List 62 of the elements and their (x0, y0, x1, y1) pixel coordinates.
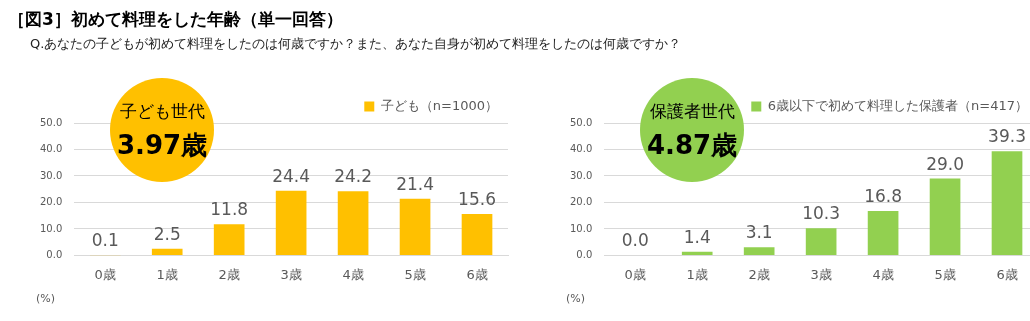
x-tick-label: 1歳 (686, 266, 708, 282)
bar (213, 224, 245, 255)
data-label: 11.8 (210, 199, 249, 220)
chart-title: ［図3］初めて料理をした年齢（単一回答） (8, 8, 343, 31)
data-label: 2.5 (153, 223, 181, 244)
y-tick-label: 20.0 (570, 196, 593, 208)
x-tick-label: 4歳 (342, 266, 364, 282)
x-tick-label: 4歳 (872, 266, 894, 282)
data-label: 0.1 (91, 230, 119, 251)
data-label: 3.1 (745, 222, 773, 243)
bar (991, 151, 1023, 255)
x-tick-label: 3歳 (280, 266, 302, 282)
bar (743, 247, 775, 255)
data-label: 10.3 (802, 203, 841, 224)
x-tick-label: 6歳 (996, 266, 1018, 282)
x-tick-label: 3歳 (810, 266, 832, 282)
x-tick-label: 5歳 (934, 266, 956, 282)
bar (867, 210, 899, 255)
x-tick-label: 0歳 (94, 266, 116, 282)
y-tick-label: 50.0 (40, 116, 63, 128)
bar (681, 251, 713, 255)
x-tick-label: 1歳 (156, 266, 178, 282)
bar (151, 248, 183, 255)
annotation: 3.97歳 (115, 129, 209, 162)
y-tick-label: 30.0 (40, 169, 63, 181)
x-tick-label: 6歳 (466, 266, 488, 282)
bar (805, 228, 837, 255)
bar (275, 190, 307, 255)
bar (929, 178, 961, 255)
bar (337, 191, 369, 255)
y-tick-label: 50.0 (570, 116, 593, 128)
annotation: 4.87歳 (645, 129, 739, 162)
y-tick-label: 0.0 (576, 248, 593, 260)
x-tick-label: 5歳 (404, 266, 426, 282)
text: 保護者世代 (648, 100, 736, 123)
chart-subtitle: Q.あなたの子どもが初めて料理をしたのは何歳ですか？また、あなた自身が初めて料理をしたのは何歳ですか？ (30, 35, 682, 53)
data-label: 16.8 (864, 185, 903, 206)
data-label: 24.4 (272, 165, 311, 186)
y-axis-title: (%) (36, 292, 56, 305)
data-label: 15.6 (458, 189, 496, 210)
data-label: 29.0 (926, 153, 964, 174)
y-tick-label: 20.0 (40, 196, 63, 208)
y-tick-label: 40.0 (570, 143, 593, 155)
bar (399, 198, 431, 255)
text: 子ども世代 (118, 100, 206, 123)
bar (461, 214, 493, 255)
y-tick-label: 30.0 (570, 169, 593, 181)
data-label: 21.4 (396, 173, 434, 194)
data-label: 1.4 (683, 226, 711, 247)
x-tick-label: 2歳 (748, 266, 770, 282)
data-label: 0.0 (621, 230, 649, 251)
y-tick-label: 10.0 (40, 222, 63, 234)
y-axis-title: (%) (566, 292, 586, 305)
y-tick-label: 10.0 (570, 222, 593, 234)
data-label: 24.2 (334, 166, 373, 187)
data-label: 39.3 (988, 126, 1026, 147)
legend-label: 6歳以下で初めて料理した保護者（n=417） (767, 97, 1028, 113)
x-tick-label: 2歳 (218, 266, 240, 282)
y-tick-label: 40.0 (40, 143, 63, 155)
legend-label: 子ども（n=1000） (380, 97, 498, 113)
y-tick-label: 0.0 (46, 248, 63, 260)
x-tick-label: 0歳 (624, 266, 646, 282)
